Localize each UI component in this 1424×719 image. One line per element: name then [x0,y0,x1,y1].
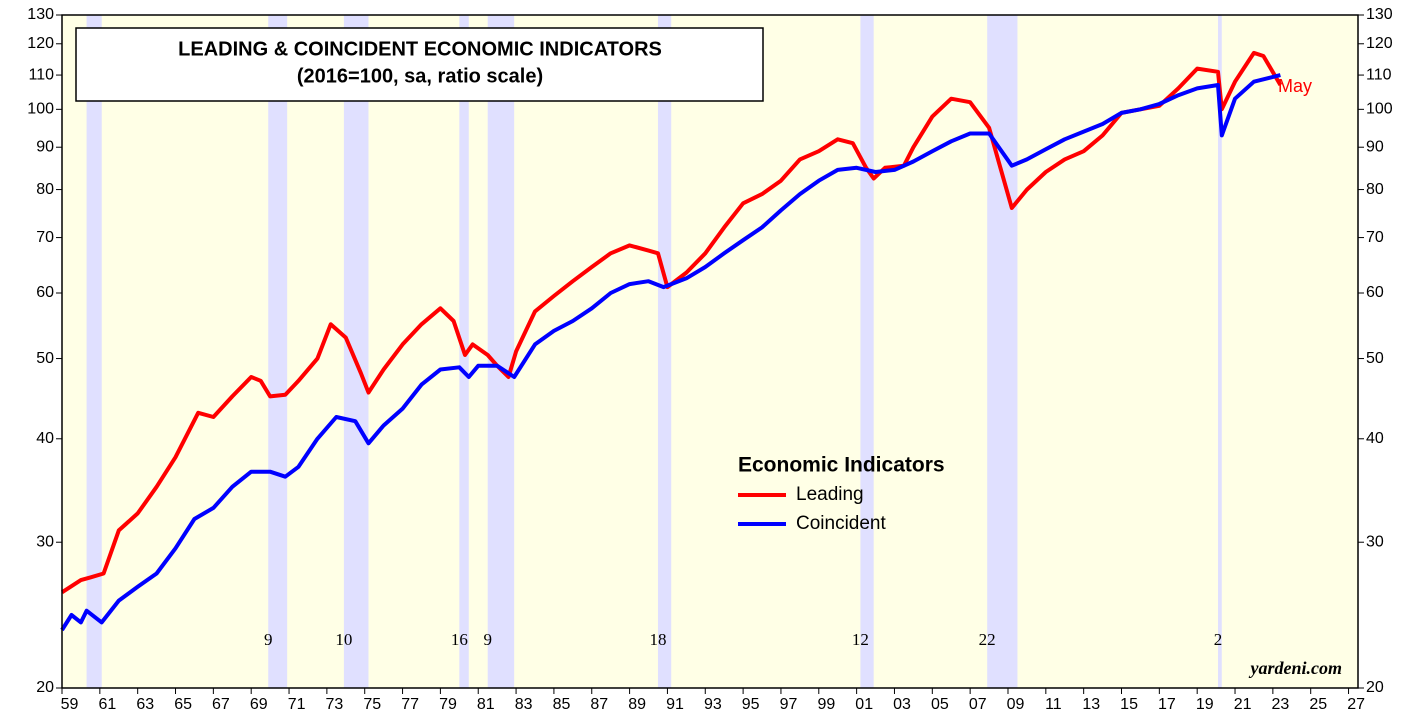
chart-title: LEADING & COINCIDENT ECONOMIC INDICATORS [178,38,662,60]
y2-tick-label: 50 [1366,350,1384,367]
x-tick-label: 79 [439,696,457,713]
x-tick-label: 17 [1158,696,1176,713]
y2-tick-label: 60 [1366,284,1384,301]
x-tick-label: 91 [666,696,684,713]
y2-tick-label: 130 [1366,6,1393,23]
x-tick-label: 01 [855,696,873,713]
x-tick-label: 85 [553,696,571,713]
x-tick-label: 97 [780,696,798,713]
y-tick-label: 20 [36,679,54,696]
x-tick-label: 07 [969,696,987,713]
y2-tick-label: 70 [1366,229,1384,246]
x-tick-label: 77 [401,696,419,713]
x-tick-label: 59 [61,696,79,713]
plot-frame [61,14,1359,689]
x-tick-label: 03 [893,696,911,713]
y-tick-label: 50 [36,350,54,367]
series-line [60,73,1281,632]
recession-band [657,15,672,688]
x-tick-label: 87 [590,696,608,713]
recession-band [860,15,874,688]
recession-band [1217,15,1222,688]
x-tick-label: 61 [99,696,117,713]
recession-label: 16 [451,630,468,649]
x-tick-label: 21 [1234,696,1252,713]
x-tick-label: 05 [931,696,949,713]
x-tick-label: 27 [1347,696,1365,713]
legend-title: Economic Indicators [738,454,945,477]
x-tick-label: 81 [477,696,495,713]
x-tick-label: 71 [288,696,306,713]
recession-label: 10 [335,630,352,649]
x-tick-label: 67 [212,696,230,713]
x-tick-label: 65 [174,696,192,713]
x-tick-label: 93 [704,696,722,713]
y2-tick-label: 100 [1366,101,1393,118]
x-tick-label: 23 [1272,696,1290,713]
y2-tick-label: 90 [1366,138,1384,155]
x-tick-label: 15 [1120,696,1138,713]
x-tick-label: 11 [1045,696,1062,713]
y2-tick-label: 110 [1366,66,1392,83]
recession-label: 9 [483,630,492,649]
y2-tick-label: 40 [1366,430,1384,447]
y-tick-label: 80 [36,181,54,198]
legend-label: Coincident [796,513,886,534]
y-tick-label: 130 [27,6,54,23]
y-tick-label: 70 [36,229,54,246]
x-tick-label: 09 [1007,696,1025,713]
recession-label: 9 [264,630,273,649]
recession-label: 12 [852,630,869,649]
recession-label: 2 [1214,630,1223,649]
x-tick-label: 73 [326,696,344,713]
x-tick-label: 63 [136,696,154,713]
y-tick-label: 110 [28,66,54,83]
x-tick-label: 25 [1309,696,1327,713]
y-tick-label: 120 [27,35,54,52]
y2-tick-label: 20 [1366,679,1384,696]
x-tick-label: 13 [1082,696,1100,713]
recession-band [343,15,369,688]
recession-band [86,15,102,688]
x-tick-label: 89 [628,696,646,713]
recession-band [268,15,288,688]
x-tick-label: 19 [1196,696,1214,713]
x-tick-label: 83 [515,696,533,713]
y-tick-label: 90 [36,138,54,155]
recession-band [487,15,515,688]
chart-subtitle: (2016=100, sa, ratio scale) [297,65,543,87]
y-tick-label: 40 [36,430,54,447]
source: yardeni.com [1249,658,1343,678]
series-line [60,50,1283,594]
title-box [75,27,764,102]
x-tick-label: 75 [363,696,381,713]
plot-background [62,15,1358,688]
y-tick-label: 60 [36,284,54,301]
recession-label: 22 [979,630,996,649]
legend-label: Leading [796,484,864,505]
recession-label: 18 [649,630,666,649]
recession-band [987,15,1018,688]
x-tick-label: 99 [817,696,835,713]
x-tick-label: 95 [742,696,760,713]
y-tick-label: 30 [36,533,54,550]
x-tick-label: 69 [250,696,268,713]
y2-tick-label: 30 [1366,533,1384,550]
y2-tick-label: 80 [1366,181,1384,198]
end-label: May [1278,76,1312,96]
y-tick-label: 100 [27,101,54,118]
y2-tick-label: 120 [1366,35,1393,52]
